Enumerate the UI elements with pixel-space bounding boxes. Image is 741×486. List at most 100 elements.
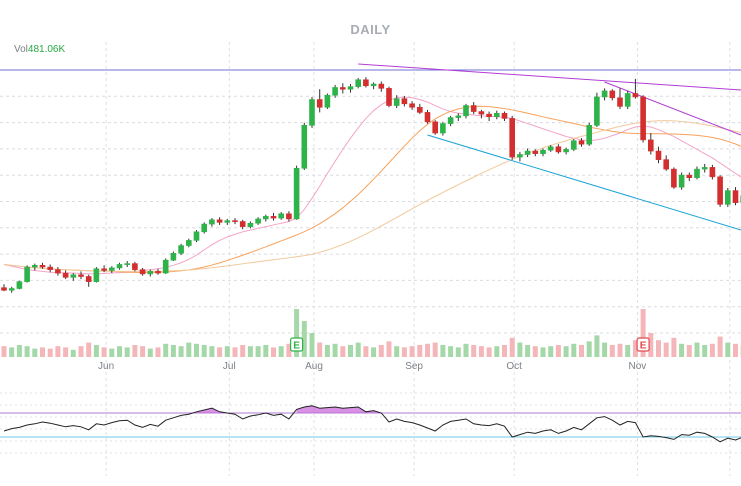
candle-body <box>209 219 215 225</box>
rsi-overbought-fill <box>296 405 382 413</box>
candle-body <box>555 146 562 153</box>
candle-body <box>532 150 539 154</box>
candle-body <box>193 231 200 241</box>
volume-bar <box>478 346 484 357</box>
volume-bar <box>363 346 369 357</box>
x-tick-label: Sep <box>405 361 423 372</box>
volume-bar <box>425 343 430 357</box>
volume-bar <box>186 342 192 357</box>
candle-body <box>640 96 646 141</box>
volume-bar <box>463 343 469 357</box>
earnings-marker-box <box>290 337 304 352</box>
candle-body <box>132 263 138 270</box>
x-tick-label: Jun <box>98 361 114 372</box>
volume-bar <box>24 346 30 357</box>
volume-bar <box>109 348 115 357</box>
candle-body <box>617 97 623 107</box>
candle-body <box>47 266 54 270</box>
candle-body <box>224 220 231 223</box>
candle-body <box>632 93 639 98</box>
volume-bar <box>702 345 708 357</box>
volume-bar <box>16 345 22 357</box>
volume-bar <box>340 346 346 357</box>
candle-body <box>262 216 269 220</box>
volume-bar <box>579 345 584 357</box>
volume-bar <box>63 347 69 357</box>
candle-body <box>416 106 423 113</box>
volume-bar <box>632 340 638 357</box>
volume-bar <box>609 345 615 357</box>
volume-bar <box>170 345 176 357</box>
x-tick-label: Aug <box>305 361 323 372</box>
candle-body <box>301 124 308 169</box>
candle-body <box>31 265 38 268</box>
volume-bar <box>348 345 353 357</box>
volume-bar <box>656 340 661 357</box>
volume-bar <box>455 347 461 357</box>
volume-bar <box>255 346 261 357</box>
candle-body <box>16 281 23 289</box>
volume-bar <box>147 348 153 357</box>
candle-body <box>109 267 115 271</box>
volume-label: Vol <box>14 44 28 55</box>
candle-body <box>478 111 485 115</box>
chart-title: DAILY <box>350 22 391 37</box>
candle-body <box>201 223 207 233</box>
volume-bar <box>525 345 531 357</box>
volume-bar <box>78 346 84 357</box>
candle-body <box>717 176 723 205</box>
volume-bar <box>394 346 400 357</box>
candle-body <box>247 222 254 227</box>
volume-bar <box>47 348 53 357</box>
candle-body <box>501 112 508 119</box>
candle-body <box>586 124 593 145</box>
candle-body <box>570 140 577 150</box>
volume-bar <box>386 341 392 357</box>
candle-body <box>62 272 69 278</box>
candle-body <box>147 271 154 275</box>
candle-body <box>270 216 277 219</box>
volume-bar <box>586 341 592 357</box>
volume-bar <box>317 342 323 357</box>
volume-bar <box>70 349 76 357</box>
candle-body <box>732 190 739 203</box>
candle-body <box>85 276 92 282</box>
candle-body <box>663 159 670 170</box>
volume-bar <box>625 345 631 357</box>
secondary-trendline <box>604 81 741 136</box>
candle-body <box>470 105 477 112</box>
candle-body <box>409 103 415 108</box>
candle-body <box>547 146 554 151</box>
volume-bar <box>733 343 738 357</box>
volume-bar <box>440 345 446 357</box>
candle-body <box>162 259 169 274</box>
candle-body <box>493 112 500 118</box>
candle-body <box>647 139 654 152</box>
candle-body <box>624 93 631 107</box>
volume-bar <box>9 347 15 357</box>
volume-bar <box>247 346 253 357</box>
candle-body <box>78 274 84 277</box>
volume-bar <box>117 346 122 357</box>
volume-bar <box>417 345 423 357</box>
candle-body <box>101 268 107 271</box>
volume-bar <box>717 336 723 357</box>
candle-body <box>447 117 454 124</box>
candle-body <box>594 96 600 126</box>
volume-readout: Vol481.06K <box>14 44 65 55</box>
volume-bar <box>209 346 215 357</box>
volume-bar <box>401 347 407 357</box>
rsi-line <box>3 405 741 443</box>
candle-body <box>286 213 292 220</box>
volume-bar <box>240 345 246 357</box>
volume-bar <box>617 343 623 357</box>
candle-body <box>363 79 369 87</box>
candle-body <box>278 213 285 219</box>
volume-bar <box>324 345 330 357</box>
candle-body <box>517 154 523 158</box>
candle-body <box>324 94 331 108</box>
volume-bar <box>371 347 377 357</box>
x-tick-label: Nov <box>629 361 647 372</box>
candle-body <box>39 265 46 268</box>
